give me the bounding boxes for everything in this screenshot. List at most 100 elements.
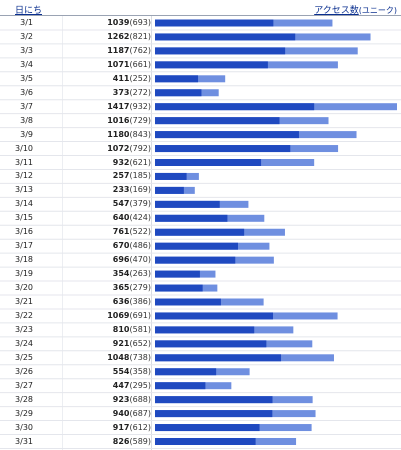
total-value: 1262 [107, 31, 130, 41]
date-label: 3/21 [15, 297, 33, 306]
value-label: 696(470) [62, 255, 151, 264]
total-value: 1180 [107, 129, 130, 139]
total-value: 554 [112, 366, 130, 376]
value-label: 810(581) [62, 325, 151, 334]
date-label: 3/5 [20, 73, 33, 83]
bar-unique-3/22 [155, 312, 274, 320]
unique-value: (688) [129, 394, 151, 404]
bar-unique-3/20 [155, 284, 203, 292]
date-label: 3/12 [15, 171, 33, 181]
total-value: 1048 [107, 352, 130, 362]
date-label: 3/18 [15, 255, 33, 265]
bar-unique-3/16 [155, 228, 245, 236]
bar-unique-3/11 [155, 159, 262, 166]
value-label: 1072(792) [62, 144, 151, 153]
access-count-label: アクセス数 [314, 6, 359, 16]
label-column-divider [62, 16, 63, 450]
value-label: 917(612) [62, 423, 151, 432]
value-label: 640(424) [62, 213, 151, 222]
total-value: 411 [112, 73, 130, 83]
bar-unique-3/9 [155, 131, 299, 139]
bar-unique-3/2 [155, 33, 296, 41]
bar-unique-3/1 [155, 19, 274, 27]
total-value: 1039 [107, 18, 130, 27]
total-value: 761 [112, 227, 130, 237]
total-value: 826 [112, 436, 130, 446]
access-column-header[interactable]: アクセス数(ユニーク) [314, 3, 397, 16]
value-label: 636(386) [62, 297, 151, 306]
bar-unique-3/7 [155, 103, 315, 111]
date-column-header[interactable]: 日にち [15, 6, 43, 16]
date-label: 3/6 [20, 87, 33, 97]
value-label: 1016(729) [62, 116, 151, 125]
value-label: 411(252) [62, 74, 151, 83]
unique-value: (263) [129, 269, 151, 279]
unique-value: (738) [129, 352, 151, 362]
total-value: 257 [112, 171, 130, 181]
unique-value: (185) [129, 171, 151, 181]
date-label: 3/16 [15, 227, 33, 237]
bar-column-divider [151, 16, 152, 450]
total-value: 1071 [107, 59, 130, 69]
date-label: 3/20 [15, 283, 33, 293]
date-label: 3/2 [20, 31, 33, 41]
date-label: 3/19 [15, 269, 33, 279]
bar-unique-3/4 [155, 61, 268, 69]
date-label: 3/30 [15, 422, 33, 432]
bar-unique-3/23 [155, 326, 255, 334]
unique-value: (652) [129, 338, 151, 348]
value-label: 554(358) [62, 367, 151, 376]
bar-unique-3/27 [155, 382, 206, 390]
total-value: 921 [112, 338, 130, 348]
value-label: 1048(738) [62, 353, 151, 362]
bar-unique-3/3 [155, 47, 286, 55]
total-value: 696 [112, 255, 130, 265]
total-value: 670 [112, 241, 130, 251]
date-label: 3/28 [15, 394, 33, 404]
value-label: 1039(693) [62, 18, 151, 27]
total-value: 1072 [107, 143, 130, 153]
date-label: 3/31 [15, 436, 33, 446]
total-value: 636 [112, 297, 130, 306]
bar-unique-3/21 [155, 298, 221, 306]
value-label: 447(295) [62, 381, 151, 390]
bar-unique-3/30 [155, 424, 260, 432]
total-value: 810 [112, 324, 130, 334]
unique-count-label: (ユニーク) [358, 6, 397, 15]
value-label: 1262(821) [62, 32, 151, 41]
unique-value: (279) [129, 283, 151, 293]
total-value: 1016 [107, 115, 130, 125]
unique-value: (729) [129, 115, 151, 125]
value-label: 354(263) [62, 269, 151, 278]
unique-value: (424) [129, 213, 151, 223]
date-label: 3/10 [15, 143, 33, 153]
value-label: 921(652) [62, 339, 151, 348]
total-value: 233 [112, 185, 130, 195]
unique-value: (687) [129, 408, 151, 418]
unique-value: (843) [129, 129, 151, 139]
unique-value: (661) [129, 59, 151, 69]
bar-unique-3/31 [155, 438, 256, 445]
unique-value: (612) [129, 422, 151, 432]
unique-value: (792) [129, 143, 151, 153]
date-label: 3/7 [20, 101, 33, 111]
unique-value: (358) [129, 366, 151, 376]
date-label: 3/8 [20, 115, 33, 125]
unique-value: (932) [129, 101, 151, 111]
bar-unique-3/18 [155, 256, 236, 264]
bar-unique-3/13 [155, 186, 184, 194]
bar-unique-3/29 [155, 410, 273, 418]
bar-unique-3/26 [155, 368, 217, 376]
total-value: 923 [112, 394, 130, 404]
unique-value: (169) [129, 185, 151, 195]
date-label: 3/3 [20, 45, 33, 55]
unique-value: (691) [129, 310, 151, 320]
unique-value: (295) [129, 380, 151, 390]
total-value: 447 [112, 380, 130, 390]
date-label: 3/23 [15, 324, 33, 334]
value-label: 923(688) [62, 395, 151, 404]
date-label: 3/17 [15, 241, 33, 251]
date-label: 3/15 [15, 213, 33, 223]
